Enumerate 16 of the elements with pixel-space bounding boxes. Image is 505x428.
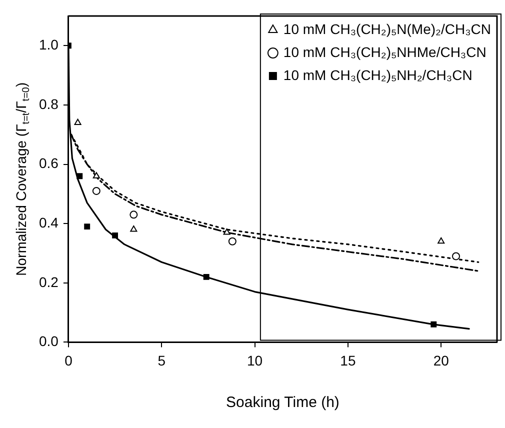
y-tick-label: 1.0 [38,36,59,53]
legend-label: 10 mM CH₃(CH₂)₅N(Me)₂/CH₃CN [283,20,492,37]
x-tick-label: 0 [64,352,73,368]
legend-label: 10 mM CH₃(CH₂)₅NH₂/CH₃CN [283,66,472,83]
y-tick-label: 0.8 [38,96,59,112]
y-tick-label: 0.4 [38,214,59,230]
x-tick-label: 10 [246,352,263,368]
x-tick-label: 20 [433,352,450,368]
y-tick-label: 0.6 [38,155,59,172]
y-tick-label: 0.0 [38,333,59,350]
y-axis-title: Normalized Coverage (Γt=t/Γt=0) [12,82,32,276]
x-tick-label: 15 [340,352,356,368]
y-tick-label: 0.2 [38,274,59,290]
x-axis-title: Soaking Time (h) [226,394,340,412]
legend-label: 10 mM CH₃(CH₂)₅NHMe/CH₃CN [283,44,486,60]
x-tick-label: 5 [158,352,166,368]
